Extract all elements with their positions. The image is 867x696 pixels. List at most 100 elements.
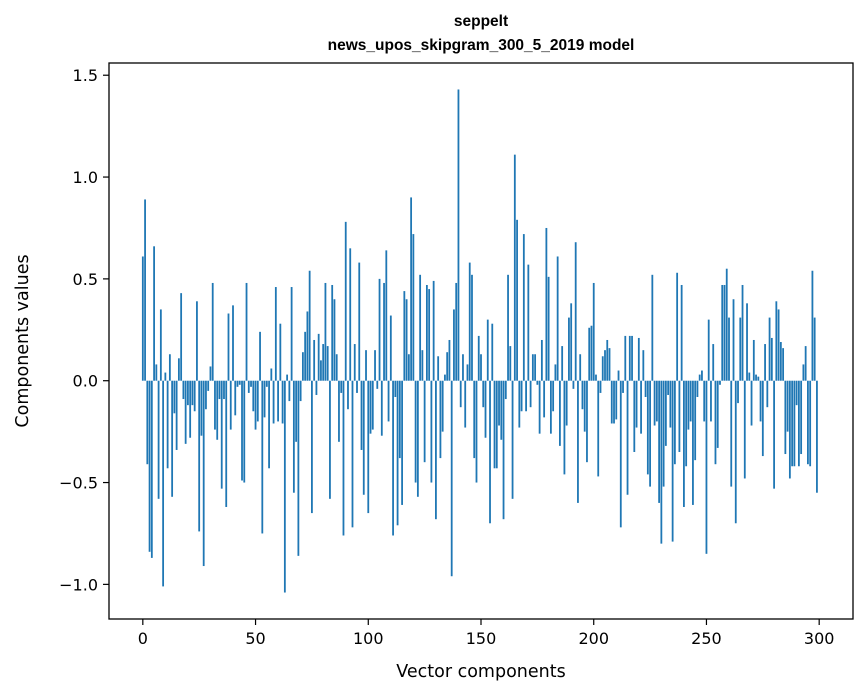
bar: [788, 380, 791, 479]
bar: [159, 309, 162, 381]
bar: [725, 268, 728, 381]
bar: [549, 380, 552, 434]
bar: [646, 380, 649, 475]
bar: [229, 380, 232, 430]
bar: [329, 380, 331, 499]
bar: [743, 380, 746, 479]
bar: [324, 282, 327, 381]
bar: [705, 380, 708, 554]
bar: [502, 380, 505, 520]
bar: [486, 319, 489, 381]
bar: [241, 380, 243, 481]
bar: [263, 380, 266, 418]
bar: [466, 364, 469, 381]
bar: [338, 380, 340, 442]
bar: [349, 248, 352, 381]
bar: [701, 370, 703, 381]
x-tick-label: 100: [353, 629, 384, 648]
bar: [692, 380, 694, 505]
bar: [153, 246, 155, 381]
bar: [676, 272, 679, 381]
bar: [340, 380, 343, 393]
bar: [473, 380, 476, 459]
bar: [631, 335, 633, 381]
bar: [495, 380, 498, 469]
bar: [301, 352, 304, 381]
bar: [374, 350, 376, 381]
bar: [752, 339, 755, 381]
bar: [477, 335, 480, 381]
bar: [768, 317, 771, 381]
bar: [640, 380, 642, 434]
bar: [462, 354, 464, 381]
bar: [540, 339, 543, 381]
bar: [732, 299, 735, 381]
bar: [504, 380, 507, 400]
bar: [520, 380, 523, 412]
bar: [455, 282, 458, 381]
bar: [351, 380, 354, 528]
bar: [599, 380, 602, 393]
bar: [816, 380, 818, 493]
bar: [315, 380, 318, 395]
bar: [766, 380, 769, 408]
bar: [807, 380, 809, 465]
bar: [304, 331, 307, 381]
bar: [513, 154, 516, 381]
bar: [234, 380, 237, 416]
bar: [419, 274, 422, 381]
bar: [608, 348, 611, 381]
bar: [793, 380, 796, 467]
bar: [750, 380, 753, 426]
bar: [664, 380, 667, 446]
bar: [649, 380, 651, 487]
bar: [184, 380, 187, 444]
bar: [202, 380, 205, 567]
bar: [254, 380, 257, 430]
bar: [782, 348, 785, 381]
bar: [673, 380, 676, 465]
bar: [685, 380, 688, 467]
bar: [728, 317, 730, 381]
bar: [671, 380, 674, 542]
bar: [588, 327, 591, 381]
bar: [148, 380, 151, 552]
bar: [247, 380, 250, 393]
bar: [595, 374, 597, 381]
bar: [360, 380, 363, 450]
y-tick-label: 0.5: [73, 270, 98, 289]
bar: [180, 293, 183, 381]
bar: [232, 305, 234, 381]
bar: [256, 380, 259, 422]
bar: [265, 380, 268, 387]
y-axis-ticks: −1.0 −0.5 0.0 0.5 1.0 1.5: [59, 66, 109, 594]
bar: [209, 366, 212, 381]
bar: [802, 364, 805, 381]
bar: [563, 380, 566, 475]
bar: [689, 380, 692, 422]
bar: [227, 313, 230, 381]
bar: [696, 380, 699, 397]
bar: [150, 380, 153, 558]
bar: [579, 354, 582, 381]
bar: [757, 376, 760, 381]
bar: [207, 380, 210, 391]
bar: [516, 219, 518, 381]
bar: [220, 380, 223, 489]
bar: [261, 380, 264, 534]
bar: [423, 380, 426, 463]
bar: [561, 346, 564, 381]
bar: [475, 380, 478, 483]
bar: [250, 380, 252, 387]
bar: [619, 380, 622, 528]
bar: [662, 380, 665, 487]
bar: [457, 89, 460, 381]
bar: [509, 346, 512, 381]
bar: [416, 380, 419, 497]
bar: [290, 287, 293, 381]
bar: [583, 380, 586, 432]
bar: [809, 380, 812, 467]
bar: [529, 380, 532, 408]
bar: [710, 380, 712, 422]
bar: [326, 346, 329, 381]
